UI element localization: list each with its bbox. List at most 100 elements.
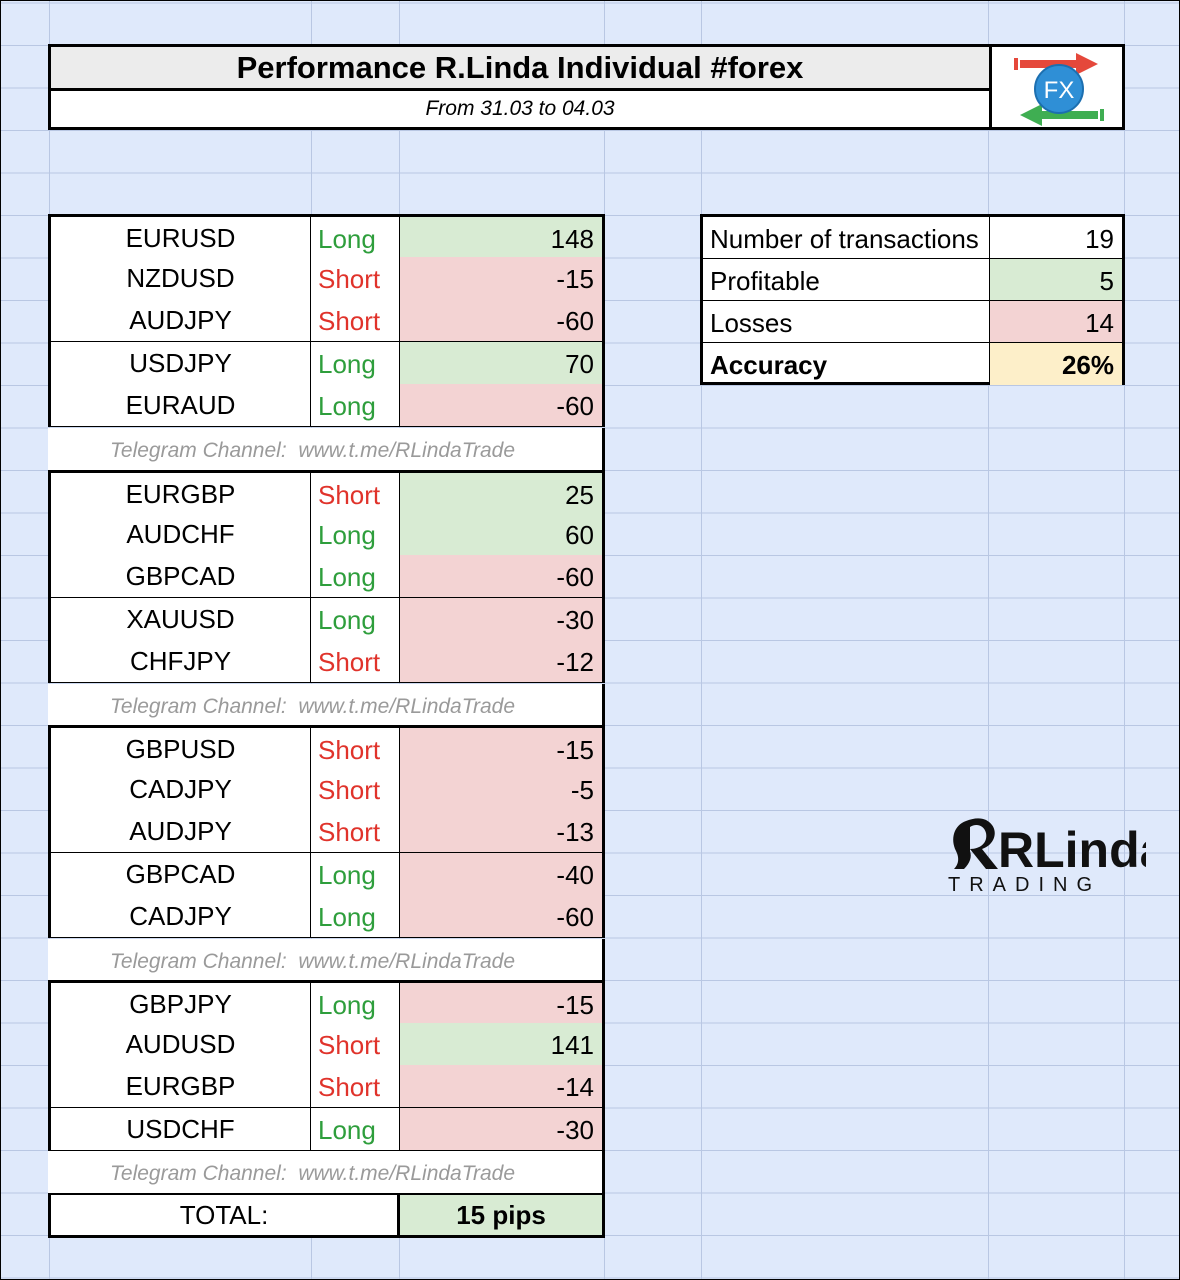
telegram-channel-note: Telegram Channel: www.t.me/RLindaTrade [48,938,605,981]
trade-pips: 148 [400,217,602,258]
trade-pips: -15 [400,256,602,299]
stats-row: Number of transactions 19 [703,217,1122,259]
trade-pips: -40 [400,852,602,895]
trade-pips: -30 [400,1107,602,1150]
trade-pair: USDJPY [51,341,311,384]
trade-direction: Long [311,895,400,937]
trade-row: EURGBP Short 25 [48,470,605,515]
trade-direction: Long [311,512,400,555]
trade-row: XAUUSD Long -30 [48,597,605,641]
trade-pair: AUDJPY [51,810,311,852]
trade-row: GBPUSD Short -15 [48,725,605,770]
trade-direction: Short [311,810,400,852]
trade-row: GBPCAD Long -60 [48,555,605,598]
trade-pips: -15 [400,728,602,769]
page-title: Performance R.Linda Individual #forex [51,47,992,91]
trade-direction: Short [311,1022,400,1065]
trade-direction: Long [311,852,400,895]
trade-pair: GBPCAD [51,852,311,895]
trade-row: NZDUSD Short -15 [48,256,605,300]
trade-pair: GBPCAD [51,555,311,597]
trade-row: USDCHF Long -30 [48,1107,605,1151]
trade-pair: CADJPY [51,767,311,810]
trade-pair: USDCHF [51,1107,311,1150]
trade-direction: Long [311,555,400,597]
trade-row: USDJPY Long 70 [48,341,605,385]
svg-text:FX: FX [1044,77,1075,104]
stats-label: Losses [703,301,990,342]
stats-value: 14 [990,301,1122,342]
total-row: TOTAL: 15 pips [48,1192,605,1238]
trade-direction: Short [311,640,400,682]
trade-direction: Short [311,256,400,299]
trade-direction: Short [311,1065,400,1107]
trade-pips: -15 [400,983,602,1024]
trade-pair: EURGBP [51,1065,311,1107]
telegram-channel-note: Telegram Channel: www.t.me/RLindaTrade [48,683,605,726]
trade-pair: EURGBP [51,473,311,514]
trade-row: CADJPY Short -5 [48,767,605,811]
trade-direction: Long [311,384,400,426]
stats-value: 19 [1085,224,1114,254]
trade-direction: Short [311,473,400,514]
trade-pips: 70 [400,341,602,384]
stats-label: Accuracy [703,343,990,385]
trade-pair: AUDUSD [51,1022,311,1065]
trade-pips: -60 [400,384,602,426]
trade-pips: -60 [400,299,602,341]
trade-direction: Short [311,299,400,341]
trade-pips: -5 [400,767,602,810]
trade-pips: 60 [400,512,602,555]
total-label: TOTAL: [51,1195,400,1235]
telegram-channel-note: Telegram Channel: www.t.me/RLindaTrade [48,1151,605,1193]
trade-pips: 141 [400,1022,602,1065]
trade-direction: Long [311,341,400,384]
trade-pips: -12 [400,640,602,682]
trade-row: GBPJPY Long -15 [48,980,605,1025]
trade-pair: EURUSD [51,217,311,258]
trade-row: AUDCHF Long 60 [48,512,605,556]
date-range-subtitle: From 31.03 to 04.03 [51,91,992,127]
stats-value: 26% [990,343,1122,385]
trade-pips: -60 [400,895,602,937]
brand-tagline: TRADING [948,874,1101,896]
trade-pips: -30 [400,597,602,640]
stats-row: Losses 14 [703,301,1122,343]
trade-row: GBPCAD Long -40 [48,852,605,896]
stats-label: Number of transactions [703,217,990,258]
report-header: Performance R.Linda Individual #forex Fr… [48,44,1125,130]
trade-row: AUDJPY Short -13 [48,810,605,853]
trade-row: EURAUD Long -60 [48,384,605,427]
trade-pips: -14 [400,1065,602,1107]
trade-pips: -60 [400,555,602,597]
trade-pips: -13 [400,810,602,852]
total-value: 15 pips [400,1195,602,1235]
stats-row: Accuracy 26% [703,343,1122,385]
trade-pair: AUDJPY [51,299,311,341]
brand-name: RLinda [998,822,1146,878]
trade-direction: Long [311,597,400,640]
trade-row: CHFJPY Short -12 [48,640,605,683]
trade-pair: CHFJPY [51,640,311,682]
stats-value: 5 [990,259,1122,300]
trade-pair: XAUUSD [51,597,311,640]
trade-row: EURGBP Short -14 [48,1065,605,1108]
trade-row: AUDJPY Short -60 [48,299,605,342]
rlinda-trading-logo: RLinda TRADING [946,813,1169,898]
trade-pair: GBPUSD [51,728,311,769]
trade-pair: NZDUSD [51,256,311,299]
trade-row: EURUSD Long 148 [48,214,605,259]
stats-table: Number of transactions 19 Profitable 5 Losse… [700,214,1125,385]
stats-label: Profitable [703,259,990,300]
trade-row: CADJPY Long -60 [48,895,605,938]
trade-direction: Long [311,983,400,1024]
trade-direction: Long [311,1107,400,1150]
trade-direction: Short [311,767,400,810]
trade-pair: AUDCHF [51,512,311,555]
trade-pips: 25 [400,473,602,514]
trade-pair: EURAUD [51,384,311,426]
stats-row: Profitable 5 [703,259,1122,301]
telegram-channel-note: Telegram Channel: www.t.me/RLindaTrade [48,427,605,470]
fx-exchange-logo-icon: FX [992,47,1122,127]
